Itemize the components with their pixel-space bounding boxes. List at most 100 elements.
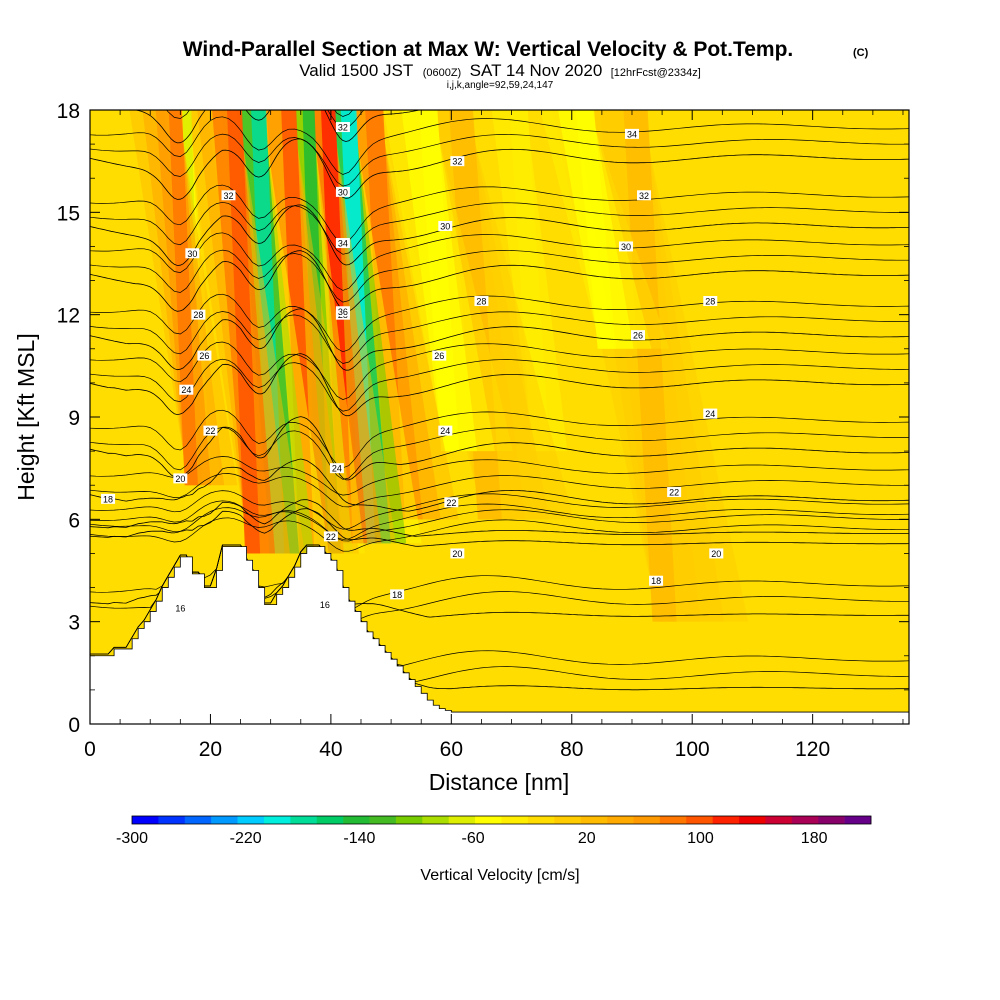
- colorbar-swatch: [607, 816, 634, 824]
- contour-label: 26: [434, 351, 444, 361]
- isentrope-line: [90, 458, 909, 512]
- isentrope-line: [90, 499, 909, 537]
- contour-label-bg: [444, 497, 459, 508]
- contour-label-bg: [703, 408, 718, 419]
- contour-label-bg: [667, 487, 682, 498]
- copyright-mark: (C): [853, 47, 869, 59]
- velocity-streak: [281, 110, 315, 554]
- axis-ticks: [89, 109, 909, 725]
- contour-label-bg: [185, 248, 200, 259]
- contour-label-bg: [624, 128, 639, 139]
- contour-label: 26: [199, 351, 209, 361]
- colorbar-tick-label: -60: [462, 830, 485, 847]
- terrain-profile: [90, 546, 909, 724]
- contour-label-bg: [203, 425, 218, 436]
- contour-label: 32: [452, 157, 462, 167]
- contour-label: 16: [320, 600, 330, 610]
- y-tick-label: 0: [68, 714, 80, 737]
- colorbar-tick-label: 100: [687, 830, 714, 847]
- contour-label: 22: [205, 426, 215, 436]
- y-tick-label: 9: [68, 407, 80, 430]
- isentrope-line: [90, 500, 909, 540]
- contour-label-bg: [323, 531, 338, 542]
- contour-label-bg: [197, 350, 212, 361]
- contour-label: 28: [193, 310, 203, 320]
- contour-label: 36: [338, 307, 348, 317]
- isentrope-line: [90, 293, 909, 353]
- isentrope-line: [90, 311, 909, 364]
- contour-label-bg: [649, 575, 664, 586]
- colorbar-swatch: [686, 816, 713, 824]
- y-tick-label: 15: [57, 202, 80, 225]
- contour-label-bg: [335, 122, 350, 133]
- y-axis-title: Height [Kft MSL]: [13, 333, 39, 500]
- isentrope-line: [90, 353, 909, 417]
- contour-label: 22: [669, 488, 679, 498]
- contour-label-bg: [703, 296, 718, 307]
- colorbar-swatch: [158, 816, 186, 824]
- isentrope-line: [90, 517, 909, 552]
- contour-label-bg: [637, 190, 652, 201]
- isentrope-line: [90, 232, 909, 291]
- contour-label-bg: [173, 473, 188, 484]
- y-tick-label: 3: [68, 612, 80, 635]
- colorbar-swatch: [527, 816, 555, 824]
- contour-label: 20: [175, 474, 185, 484]
- colorbar-swatch: [132, 816, 159, 824]
- contour-label-bg: [432, 350, 447, 361]
- colorbar-swatch: [580, 816, 608, 824]
- isentrope-line: [90, 490, 909, 530]
- contour-label-bg: [179, 384, 194, 395]
- colorbar-swatch: [791, 816, 819, 824]
- y-tick-label: 18: [57, 100, 80, 123]
- x-tick-label: 20: [199, 738, 222, 761]
- isentrope-line: [90, 427, 909, 480]
- colorbar-frame: [131, 815, 872, 825]
- contour-label: 26: [633, 331, 643, 341]
- colorbar-swatch: [290, 816, 318, 824]
- isentrope-line: [90, 358, 909, 412]
- vertical-velocity-field: [129, 110, 749, 622]
- colorbar-title: Vertical Velocity [cm/s]: [420, 867, 579, 884]
- contour-label-bg: [191, 309, 206, 320]
- contour-label-bg: [618, 241, 633, 252]
- isentrope-line: [90, 544, 909, 609]
- contour-label: 34: [627, 129, 637, 139]
- isentrope-line: [90, 184, 909, 244]
- isentrope-line: [90, 456, 909, 496]
- isentrope-line: [90, 250, 909, 312]
- contour-label-bg: [631, 330, 646, 341]
- colorbar-tick-label: 20: [578, 830, 596, 847]
- contour-label: 20: [711, 549, 721, 559]
- colorbar-swatch: [448, 816, 476, 824]
- colorbar-swatch: [263, 816, 291, 824]
- colorbar-tick-label: -300: [116, 830, 148, 847]
- isentrope-line: [90, 204, 909, 266]
- contour-label-bg: [335, 238, 350, 249]
- colorbar-swatch: [765, 816, 793, 824]
- subtitle-date: SAT 14 Nov 2020: [470, 61, 603, 80]
- colorbar-swatch: [739, 816, 766, 824]
- subtitle-line: Valid 1500 JST (0600Z) SAT 14 Nov 2020 […: [299, 61, 701, 80]
- x-axis-title: Distance [nm]: [429, 769, 570, 795]
- colorbar-tick-label: -140: [343, 830, 375, 847]
- contour-label: 30: [187, 249, 197, 259]
- subtitle-indices: i,j,k,angle=92,59,24,147: [447, 80, 554, 91]
- contour-label: 18: [103, 494, 113, 504]
- x-tick-label: 60: [440, 738, 463, 761]
- isentrope-line: [90, 341, 909, 400]
- contour-label: 28: [705, 297, 715, 307]
- contour-label: 30: [338, 187, 348, 197]
- velocity-streak: [227, 110, 261, 554]
- subtitle-valid: Valid 1500 JST: [299, 61, 413, 80]
- colorbar-swatch: [554, 816, 581, 824]
- contour-label-bg: [335, 186, 350, 197]
- colorbar-swatch: [633, 816, 661, 824]
- contour-label: 32: [223, 191, 233, 201]
- contour-label: 30: [621, 242, 631, 252]
- colorbar-swatch: [712, 816, 740, 824]
- contour-label-bg: [329, 463, 344, 474]
- velocity-streak: [509, 110, 550, 452]
- x-tick-label: 40: [319, 738, 342, 761]
- isentrope-line: [90, 473, 909, 508]
